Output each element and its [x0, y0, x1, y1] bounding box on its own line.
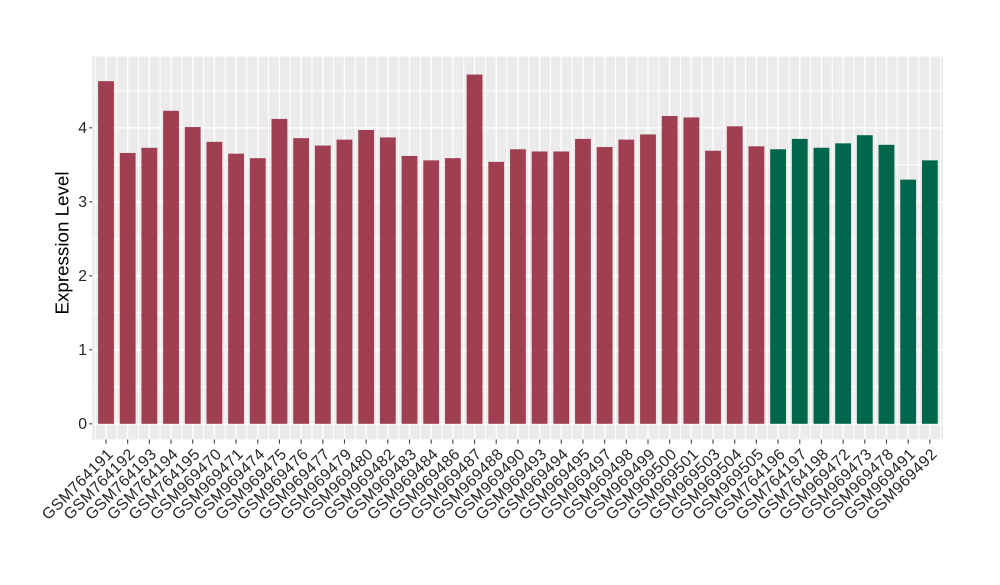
svg-text:3: 3 [78, 194, 87, 211]
svg-text:0: 0 [78, 416, 87, 433]
svg-text:4: 4 [78, 120, 87, 137]
svg-text:1: 1 [78, 342, 87, 359]
svg-text:Expression Level: Expression Level [52, 171, 73, 314]
svg-text:2: 2 [78, 268, 87, 285]
